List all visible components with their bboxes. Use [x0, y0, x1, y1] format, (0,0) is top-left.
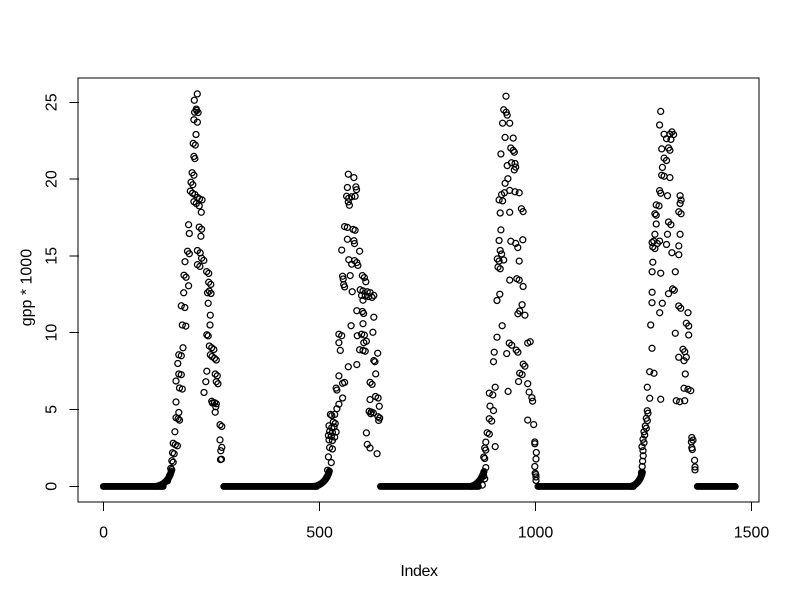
- svg-text:10: 10: [44, 324, 61, 342]
- svg-text:0: 0: [44, 482, 61, 491]
- svg-text:1000: 1000: [518, 525, 554, 542]
- svg-text:1500: 1500: [734, 525, 770, 542]
- svg-text:15: 15: [44, 247, 61, 265]
- svg-text:25: 25: [44, 93, 61, 111]
- svg-text:500: 500: [306, 525, 333, 542]
- svg-text:gpp * 1000: gpp * 1000: [19, 249, 36, 327]
- svg-text:20: 20: [44, 170, 61, 188]
- svg-text:0: 0: [99, 525, 108, 542]
- svg-text:5: 5: [44, 405, 61, 414]
- svg-text:Index: Index: [400, 563, 438, 580]
